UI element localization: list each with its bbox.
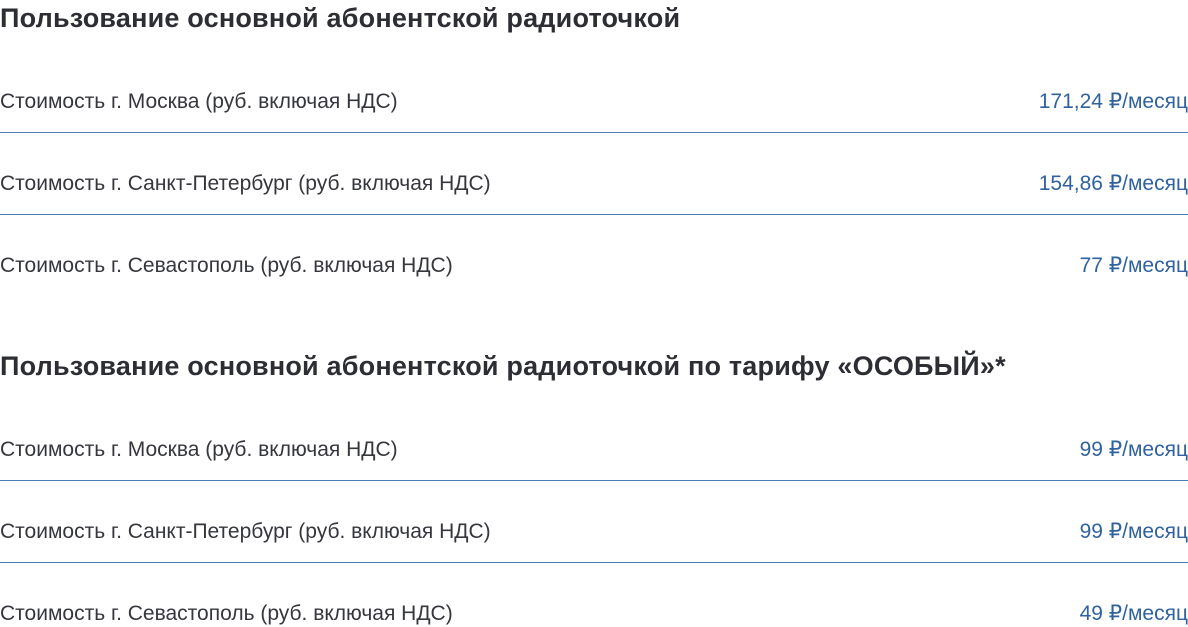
tariff-row-moscow: Стоимость г. Москва (руб. включая НДС) 9…	[0, 399, 1188, 481]
row-value: 49 ₽/месяц	[1079, 602, 1188, 625]
row-label: Стоимость г. Москва (руб. включая НДС)	[0, 90, 398, 113]
row-label: Стоимость г. Севастополь (руб. включая Н…	[0, 254, 453, 277]
section-title: Пользование основной абонентской радиото…	[0, 351, 1006, 381]
tariff-rows: Стоимость г. Москва (руб. включая НДС) 1…	[0, 51, 1188, 297]
section-title: Пользование основной абонентской радиото…	[0, 3, 681, 33]
tariff-section-main: Пользование основной абонентской радиото…	[0, 0, 1188, 297]
row-label: Стоимость г. Москва (руб. включая НДС)	[0, 438, 398, 461]
tariff-section-osobyi: Пользование основной абонентской радиото…	[0, 348, 1188, 627]
tariff-row-sevastopol: Стоимость г. Севастополь (руб. включая Н…	[0, 215, 1188, 297]
row-value: 77 ₽/месяц	[1079, 254, 1188, 277]
row-value: 171,24 ₽/месяц	[1038, 90, 1188, 113]
tariff-row-spb: Стоимость г. Санкт-Петербург (руб. включ…	[0, 133, 1188, 215]
row-label: Стоимость г. Санкт-Петербург (руб. включ…	[0, 520, 491, 543]
tariff-rows: Стоимость г. Москва (руб. включая НДС) 9…	[0, 399, 1188, 627]
tariff-row-moscow: Стоимость г. Москва (руб. включая НДС) 1…	[0, 51, 1188, 133]
row-label: Стоимость г. Севастополь (руб. включая Н…	[0, 602, 453, 625]
tariff-row-sevastopol: Стоимость г. Севастополь (руб. включая Н…	[0, 563, 1188, 627]
row-value: 99 ₽/месяц	[1079, 438, 1188, 461]
tariff-row-spb: Стоимость г. Санкт-Петербург (руб. включ…	[0, 481, 1188, 563]
row-value: 154,86 ₽/месяц	[1038, 172, 1188, 195]
row-label: Стоимость г. Санкт-Петербург (руб. включ…	[0, 172, 491, 195]
row-value: 99 ₽/месяц	[1079, 520, 1188, 543]
